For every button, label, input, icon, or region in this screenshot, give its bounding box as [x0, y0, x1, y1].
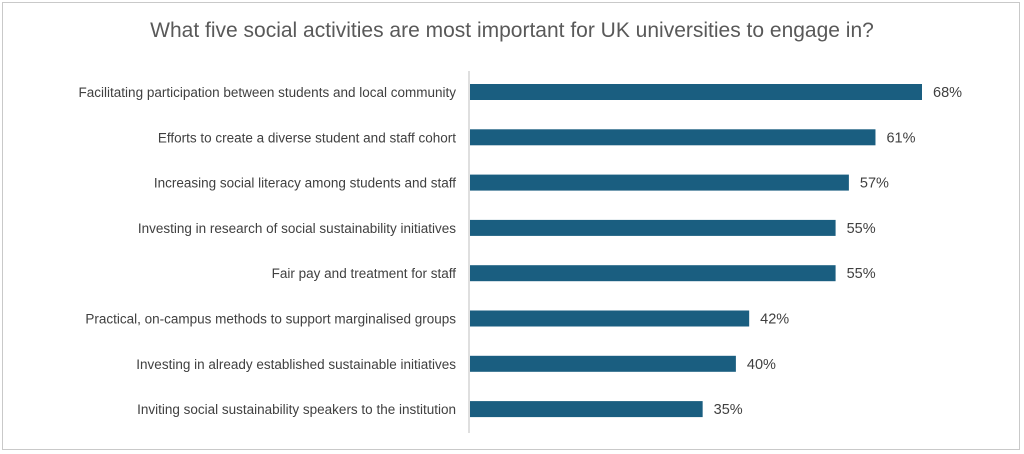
- data-label: 40%: [747, 357, 776, 373]
- data-label: 57%: [860, 176, 889, 192]
- data-label: 42%: [760, 312, 789, 328]
- data-label: 55%: [847, 266, 876, 282]
- data-label: 68%: [933, 85, 962, 101]
- bar: [470, 84, 922, 100]
- category-label: Inviting social sustainability speakers …: [137, 402, 456, 417]
- data-label: 61%: [886, 130, 915, 146]
- category-label: Investing in research of social sustaina…: [138, 221, 456, 236]
- bar: [470, 265, 836, 282]
- chart-title: What five social activities are most imp…: [150, 19, 874, 42]
- category-label: Efforts to create a diverse student and …: [158, 130, 456, 145]
- bar: [470, 310, 750, 327]
- bar: [470, 129, 876, 146]
- category-label: Increasing social literacy among student…: [154, 176, 456, 191]
- bar-chart: Facilitating participation between stude…: [79, 71, 962, 433]
- data-label: 35%: [714, 402, 743, 418]
- bar: [470, 355, 736, 372]
- category-label: Facilitating participation between stude…: [79, 85, 457, 100]
- bar: [470, 219, 836, 236]
- bar: [470, 174, 849, 191]
- category-label: Practical, on-campus methods to support …: [85, 312, 456, 327]
- bar: [470, 401, 703, 418]
- category-label: Investing in already established sustain…: [136, 357, 456, 372]
- category-label: Fair pay and treatment for staff: [272, 266, 457, 281]
- data-label: 55%: [847, 221, 876, 237]
